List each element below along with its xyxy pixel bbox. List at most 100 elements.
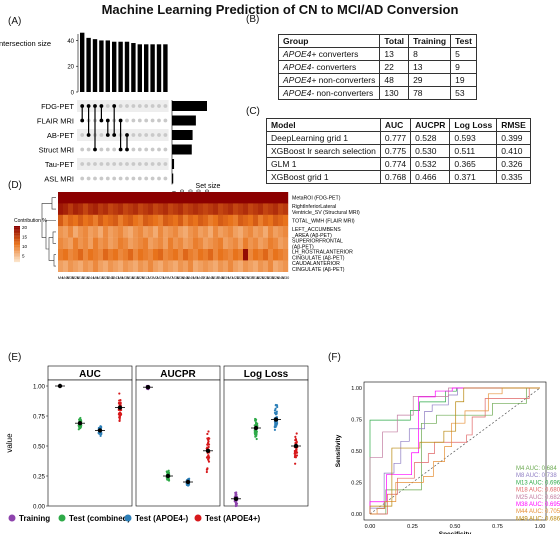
heatmap-col-label: M2 bbox=[153, 276, 158, 280]
legend-gradient-step bbox=[14, 230, 20, 233]
heatmap-cell bbox=[243, 226, 249, 238]
e-point bbox=[118, 403, 121, 406]
heatmap-cell bbox=[163, 203, 169, 215]
roc-legend-label: M13 AUC: 0.696 bbox=[516, 480, 560, 486]
heatmap-cell bbox=[88, 214, 94, 227]
e-ytick-label: 0.00 bbox=[33, 504, 46, 511]
heatmap-cell bbox=[73, 237, 79, 250]
heatmap-cell bbox=[228, 203, 234, 215]
heatmap-cell bbox=[63, 214, 69, 227]
heatmap-cell bbox=[73, 226, 79, 238]
heatmap-cell bbox=[193, 226, 199, 238]
upset-set-bars: 020406080 bbox=[171, 100, 211, 192]
heatmap-cell bbox=[173, 192, 179, 204]
table-b-header: Group bbox=[277, 34, 381, 48]
legend-gradient-step bbox=[14, 257, 20, 259]
dendrogram-branch bbox=[45, 220, 56, 250]
heatmap: MetaROI (FDG-PET) RightInferiorLateralVen… bbox=[14, 192, 360, 280]
group-cell: APOE4- converters bbox=[277, 60, 381, 74]
table-c-header: Model bbox=[266, 118, 381, 132]
roc-xtick: 0.00 bbox=[365, 524, 376, 530]
heatmap-cell bbox=[178, 226, 184, 238]
matrix-dot bbox=[125, 162, 129, 166]
matrix-dot bbox=[80, 147, 85, 152]
e-point bbox=[255, 437, 258, 441]
heatmap-cell bbox=[208, 237, 214, 250]
matrix-dot bbox=[163, 118, 168, 123]
heatmap-cell bbox=[268, 249, 274, 261]
heatmap-cell bbox=[193, 192, 199, 204]
heatmap-cell bbox=[178, 260, 184, 272]
heatmap-cell bbox=[73, 249, 79, 261]
heatmap-cell bbox=[278, 192, 284, 204]
heatmap-cell bbox=[78, 249, 84, 261]
group-table: Group Total Training Test APOE4+ converters… bbox=[277, 34, 477, 100]
e-point bbox=[206, 468, 209, 471]
heatmap-col-label: M11 bbox=[202, 276, 209, 280]
matrix-dot bbox=[144, 176, 149, 181]
heatmap-col-label: M15 bbox=[132, 276, 139, 280]
heatmap-cell bbox=[88, 226, 94, 238]
e-point bbox=[165, 470, 168, 473]
matrix-dot bbox=[131, 133, 136, 137]
heatmap-row-label: CINGULATE (Aβ-PET) bbox=[292, 267, 345, 273]
heatmap-cell bbox=[108, 192, 114, 204]
heatmap-cell bbox=[118, 226, 124, 238]
e-point bbox=[118, 414, 121, 417]
heatmap-cell bbox=[133, 214, 139, 227]
count-cell: 29 bbox=[408, 73, 452, 87]
matrix-dot bbox=[150, 118, 155, 123]
panel-label-b: (B) bbox=[246, 14, 260, 25]
e-point bbox=[254, 419, 257, 422]
heatmap-cell bbox=[188, 260, 194, 272]
table-row: XGBoost grid 1 0.768 0.466 0.371 0.335 bbox=[266, 170, 531, 184]
heatmap-cell bbox=[128, 192, 134, 204]
legend-gradient-step bbox=[14, 248, 20, 251]
heatmap-col-label: M40 bbox=[187, 276, 194, 280]
legend-gradient-step bbox=[14, 246, 20, 248]
heatmap-cell bbox=[278, 237, 284, 250]
legend-gradient-step bbox=[14, 245, 20, 247]
table-row: XGBoost lr search selection 0.775 0.530 0.5… bbox=[266, 144, 531, 158]
matrix-dot bbox=[137, 104, 142, 108]
heatmap-cell bbox=[253, 192, 259, 204]
roc-ytick: 0.50 bbox=[351, 449, 362, 455]
e-point bbox=[295, 432, 298, 435]
heatmap-cell bbox=[118, 214, 124, 227]
upset-ytick-label: 0 bbox=[71, 91, 75, 97]
e-point bbox=[273, 425, 276, 428]
heatmap-col-label: M10 bbox=[97, 276, 104, 280]
matrix-dot bbox=[80, 162, 85, 166]
heatmap-cell bbox=[68, 237, 74, 250]
heatmap-cell bbox=[93, 260, 99, 272]
heatmap-cell bbox=[153, 203, 159, 215]
heatmap-cell bbox=[163, 214, 169, 227]
heatmap-cell bbox=[198, 237, 204, 250]
e-point bbox=[294, 439, 297, 442]
legend-gradient-step bbox=[14, 240, 20, 242]
upset-ylabel: Intersection size bbox=[0, 39, 51, 48]
heatmap-cell bbox=[108, 226, 114, 238]
e-ytick-label: 0.50 bbox=[33, 444, 46, 451]
intersection-bar bbox=[99, 40, 104, 92]
heatmap-col-label: M25 bbox=[157, 276, 164, 280]
heatmap-cell bbox=[218, 249, 224, 261]
roc-xtick: 0.50 bbox=[450, 524, 461, 530]
e-point bbox=[207, 430, 210, 433]
heatmap-cell bbox=[158, 214, 164, 227]
heatmap-row-label: Ventricle_SV (Structural MRI) bbox=[292, 210, 360, 216]
heatmap-cell bbox=[133, 203, 139, 215]
heatmap-cell bbox=[263, 214, 269, 227]
heatmap-cell bbox=[98, 214, 104, 227]
roc-xtick: 0.25 bbox=[407, 524, 418, 530]
heatmap-cell bbox=[208, 249, 214, 261]
heatmap-cell bbox=[228, 192, 234, 204]
roc-curve bbox=[370, 387, 540, 515]
model-table: Model AUC AUCPR Log Loss RMSE DeepLearning g… bbox=[266, 118, 531, 184]
e-point bbox=[185, 483, 189, 487]
legend-gradient-step bbox=[14, 241, 20, 243]
legend-gradient-step bbox=[14, 233, 20, 235]
roc-ylabel: Sensitivity bbox=[335, 434, 342, 467]
heatmap-cell bbox=[148, 260, 154, 272]
heatmap-cell bbox=[58, 260, 64, 272]
